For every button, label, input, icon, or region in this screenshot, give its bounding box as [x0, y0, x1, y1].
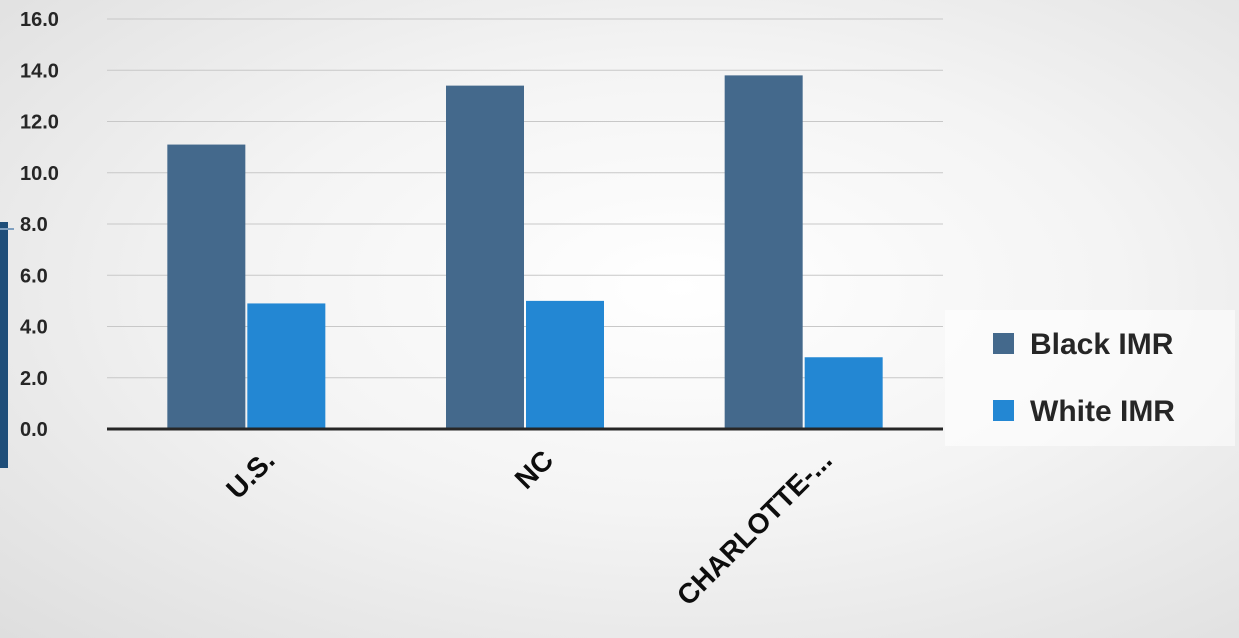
y-tick-label: 8.0: [20, 214, 48, 236]
legend-label: Black IMR: [1030, 328, 1174, 361]
x-category-label: U.S.: [220, 444, 280, 504]
legend-swatch: [993, 333, 1014, 354]
x-axis-category-labels: U.S. NC CHARLOTTE-...: [220, 444, 838, 611]
legend-swatch: [993, 400, 1014, 421]
y-tick-label: 12.0: [20, 112, 59, 134]
bar-black-imr-2: [724, 75, 803, 429]
bar-white-imr-2: [804, 357, 883, 429]
legend-label: White IMR: [1030, 395, 1175, 428]
gridlines: [107, 18, 943, 379]
bars: [167, 75, 883, 429]
y-axis-tick-labels: 0.0 2.0 4.0 6.0 8.0 10.0 12.0 14.0 16.0: [20, 9, 59, 441]
slide-edge-line: [0, 228, 14, 230]
bar-white-imr-0: [247, 303, 326, 429]
y-tick-label: 6.0: [20, 265, 48, 287]
x-category-label: NC: [509, 444, 560, 495]
bar-black-imr-1: [446, 85, 524, 429]
y-tick-label: 2.0: [20, 368, 48, 390]
legend-background: [945, 310, 1235, 446]
bar-white-imr-1: [526, 300, 604, 429]
x-category-label: CHARLOTTE-...: [671, 444, 838, 611]
y-tick-label: 10.0: [20, 163, 59, 185]
y-tick-label: 0.0: [20, 419, 48, 441]
y-tick-label: 16.0: [20, 9, 59, 31]
y-tick-label: 14.0: [20, 60, 59, 82]
y-tick-label: 4.0: [20, 317, 48, 339]
legend: Black IMR White IMR: [945, 310, 1235, 446]
slide-edge-decoration: [0, 222, 8, 468]
bar-black-imr-0: [167, 144, 246, 429]
